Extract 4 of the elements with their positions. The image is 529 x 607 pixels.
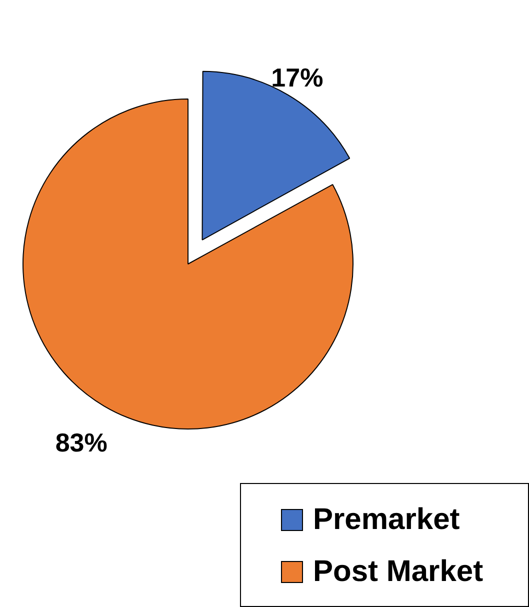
data-label: 83% xyxy=(55,428,108,458)
legend-label: Premarket xyxy=(313,503,460,537)
data-label: 17% xyxy=(271,62,324,93)
legend-label: Post Market xyxy=(313,555,484,589)
